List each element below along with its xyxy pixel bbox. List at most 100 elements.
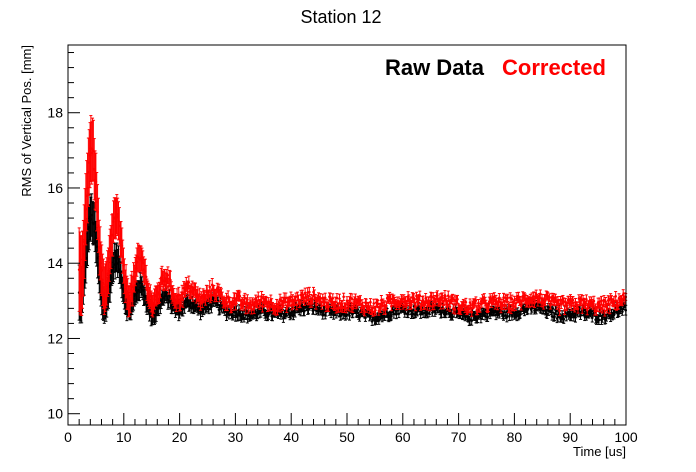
- series-corrected: [77, 115, 628, 318]
- data-point: [298, 302, 302, 305]
- data-point: [299, 310, 303, 313]
- data-point: [571, 298, 575, 302]
- data-point: [621, 310, 624, 313]
- data-point: [510, 297, 514, 301]
- data-point: [345, 313, 349, 317]
- data-point: [504, 304, 508, 307]
- data-point: [268, 304, 272, 308]
- data-point: [431, 296, 435, 299]
- data-point: [434, 300, 438, 304]
- data-point: [331, 296, 335, 300]
- data-point: [241, 304, 245, 308]
- data-point: [470, 310, 474, 314]
- data-point: [278, 298, 282, 301]
- data-point: [441, 296, 444, 300]
- data-point: [252, 307, 256, 310]
- data-point: [246, 298, 249, 301]
- data-point: [509, 307, 513, 311]
- data-point: [574, 316, 577, 319]
- data-point: [369, 300, 372, 304]
- data-point: [383, 314, 386, 318]
- data-point: [218, 308, 222, 311]
- data-point: [508, 315, 511, 318]
- data-point: [503, 313, 507, 317]
- data-point: [234, 303, 237, 306]
- data-point: [558, 309, 561, 313]
- data-point: [308, 290, 311, 294]
- data-point: [348, 314, 351, 318]
- data-point: [198, 293, 201, 296]
- data-point: [401, 303, 405, 307]
- data-point: [323, 296, 327, 300]
- data-point: [342, 295, 345, 299]
- data-point: [506, 296, 510, 300]
- data-point: [199, 312, 202, 315]
- data-point: [210, 305, 213, 309]
- data-point: [448, 305, 452, 308]
- data-point: [597, 318, 601, 322]
- data-point: [493, 295, 496, 299]
- data-point: [526, 308, 530, 311]
- data-point: [590, 316, 594, 320]
- data-point: [551, 307, 555, 310]
- data-point: [379, 306, 382, 310]
- data-point: [329, 312, 333, 316]
- data-point: [385, 304, 388, 308]
- data-point: [562, 317, 566, 321]
- data-layer: [77, 115, 628, 327]
- data-point: [242, 316, 246, 320]
- data-point: [181, 298, 185, 301]
- data-point: [463, 307, 467, 310]
- data-point: [513, 298, 516, 302]
- data-point: [267, 314, 270, 318]
- data-point: [390, 314, 393, 318]
- data-point: [244, 307, 248, 310]
- data-point: [428, 304, 432, 308]
- data-point: [208, 285, 212, 289]
- data-point: [231, 314, 235, 317]
- data-point: [256, 295, 260, 298]
- data-point: [187, 281, 191, 284]
- data-point: [207, 293, 211, 297]
- data-point: [569, 297, 572, 301]
- data-point: [372, 302, 376, 305]
- data-point: [166, 273, 170, 277]
- data-point: [582, 309, 586, 312]
- data-point: [358, 316, 361, 319]
- data-point: [303, 291, 307, 295]
- data-point: [246, 317, 249, 321]
- data-point: [225, 297, 228, 300]
- data-point: [544, 299, 547, 302]
- data-point: [285, 307, 289, 310]
- data-point: [407, 297, 411, 301]
- data-point: [260, 295, 263, 298]
- data-point: [456, 297, 459, 301]
- data-point: [553, 315, 556, 319]
- data-point: [204, 298, 207, 302]
- data-point: [347, 305, 350, 308]
- data-point: [374, 308, 377, 312]
- data-point: [487, 306, 490, 310]
- data-point: [159, 286, 162, 290]
- data-point: [534, 308, 538, 311]
- data-point: [144, 275, 148, 279]
- data-point: [474, 299, 478, 302]
- data-point: [453, 308, 457, 311]
- data-point: [439, 303, 443, 306]
- data-point: [169, 278, 172, 282]
- data-point: [549, 309, 553, 312]
- data-point: [451, 296, 454, 300]
- data-point: [418, 294, 422, 298]
- data-point: [436, 294, 439, 297]
- data-point: [545, 312, 549, 316]
- data-point: [276, 309, 279, 312]
- data-point: [349, 305, 353, 309]
- data-point: [238, 294, 242, 298]
- data-point: [446, 294, 450, 298]
- data-point: [311, 298, 314, 301]
- data-point: [289, 295, 293, 299]
- chart-title: Station 12: [300, 7, 381, 27]
- data-point: [519, 304, 523, 308]
- data-point: [335, 296, 339, 300]
